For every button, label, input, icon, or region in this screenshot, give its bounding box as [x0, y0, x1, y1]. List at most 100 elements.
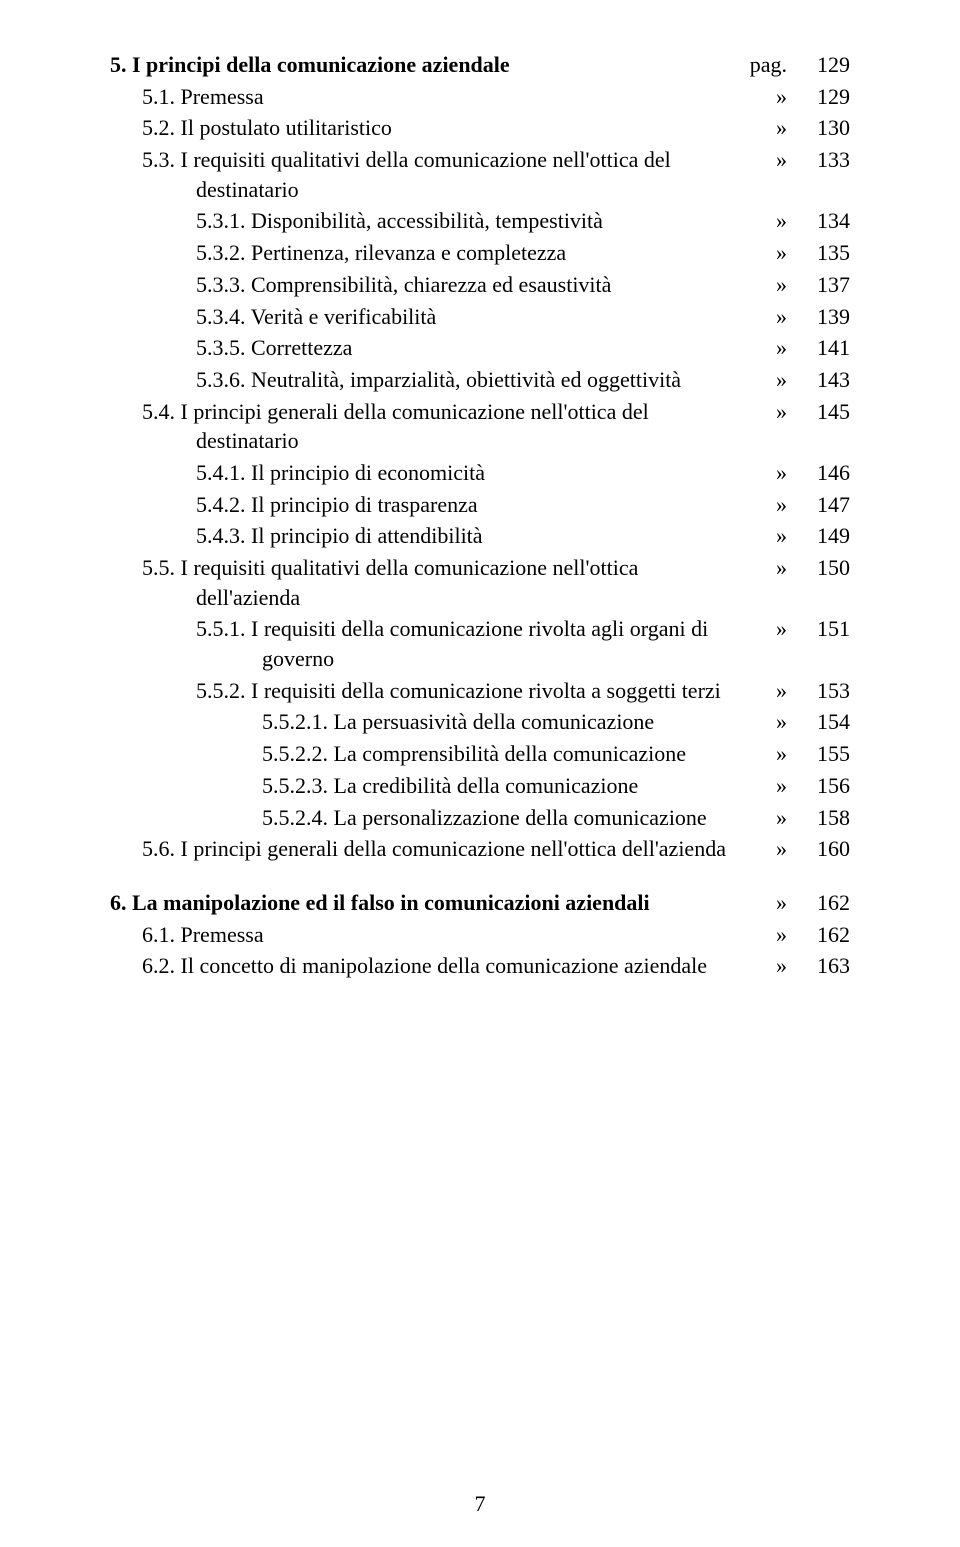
toc-label: 5.3.6. Neutralità, imparzialità, obietti… — [110, 365, 747, 395]
toc-line: 5.5. I requisiti qualitativi della comun… — [110, 553, 850, 612]
toc-label: 6.1. Premessa — [110, 920, 747, 950]
toc-line: 5.5.2.2. La comprensibilità della comuni… — [110, 739, 850, 769]
toc-line: 5.5.2.3. La credibilità della comunicazi… — [110, 771, 850, 801]
toc-separator: pag. — [747, 50, 795, 80]
toc-line: 5.3.1. Disponibilità, accessibilità, tem… — [110, 206, 850, 236]
toc-page-num: 135 — [795, 238, 850, 268]
toc-line: 5.5.2.4. La personalizzazione della comu… — [110, 803, 850, 833]
toc-page-num: 158 — [795, 803, 850, 833]
toc-page-num: 162 — [795, 888, 850, 918]
toc-page-num: 162 — [795, 920, 850, 950]
toc-separator: » — [747, 707, 795, 737]
toc-separator: » — [747, 397, 795, 427]
toc-line: 5.3.2. Pertinenza, rilevanza e completez… — [110, 238, 850, 268]
toc-line: 5.4.3. Il principio di attendibilità»149 — [110, 521, 850, 551]
toc-label: 5.1. Premessa — [110, 82, 747, 112]
toc-separator: » — [747, 803, 795, 833]
toc-line: 6.1. Premessa»162 — [110, 920, 850, 950]
toc-separator: » — [747, 676, 795, 706]
toc-separator: » — [747, 951, 795, 981]
toc-line: 6. La manipolazione ed il falso in comun… — [110, 888, 850, 918]
toc-line: 5.3.4. Verità e verificabilità»139 — [110, 302, 850, 332]
toc-line: 5.3.3. Comprensibilità, chiarezza ed esa… — [110, 270, 850, 300]
toc-label: 5.5.1. I requisiti della comunicazione r… — [110, 614, 747, 673]
toc-label: 5.3.4. Verità e verificabilità — [110, 302, 747, 332]
toc-page-num: 133 — [795, 145, 850, 175]
toc-separator: » — [747, 739, 795, 769]
toc-title: La manipolazione ed il falso in comunica… — [132, 890, 650, 915]
toc-page-num: 130 — [795, 113, 850, 143]
toc-page-num: 139 — [795, 302, 850, 332]
toc-line: 5.5.2. I requisiti della comunicazione r… — [110, 676, 850, 706]
toc-line: 5.5.1. I requisiti della comunicazione r… — [110, 614, 850, 673]
toc-separator: » — [747, 113, 795, 143]
toc-label: 5.4.2. Il principio di trasparenza — [110, 490, 747, 520]
toc-separator: » — [747, 270, 795, 300]
toc-line: 5.3.6. Neutralità, imparzialità, obietti… — [110, 365, 850, 395]
toc-label: 5.3.2. Pertinenza, rilevanza e completez… — [110, 238, 747, 268]
toc-page-num: 150 — [795, 553, 850, 583]
toc-label: 6.2. Il concetto di manipolazione della … — [110, 951, 747, 981]
toc-page-num: 147 — [795, 490, 850, 520]
toc-line: 5.4.1. Il principio di economicità»146 — [110, 458, 850, 488]
toc-title: I principi della comunicazione aziendale — [132, 52, 510, 77]
toc-page-num: 143 — [795, 365, 850, 395]
toc-separator: » — [747, 614, 795, 644]
toc-label: 5.5.2. I requisiti della comunicazione r… — [110, 676, 747, 706]
toc-label: 5.3.3. Comprensibilità, chiarezza ed esa… — [110, 270, 747, 300]
toc-page-num: 129 — [795, 82, 850, 112]
toc-label: 5.5. I requisiti qualitativi della comun… — [110, 553, 747, 612]
toc-label: 5. I principi della comunicazione aziend… — [110, 50, 747, 80]
toc-line: 5.3.5. Correttezza»141 — [110, 333, 850, 363]
toc-line: 5.2. Il postulato utilitaristico»130 — [110, 113, 850, 143]
table-of-contents: 5. I principi della comunicazione aziend… — [110, 50, 850, 981]
toc-label: 5.3.1. Disponibilità, accessibilità, tem… — [110, 206, 747, 236]
toc-label: 5.3. I requisiti qualitativi della comun… — [110, 145, 747, 204]
toc-separator: » — [747, 145, 795, 175]
toc-label: 5.4.1. Il principio di economicità — [110, 458, 747, 488]
toc-label: 5.5.2.3. La credibilità della comunicazi… — [110, 771, 747, 801]
toc-label: 5.6. I principi generali della comunicaz… — [110, 834, 747, 864]
spacer — [110, 866, 850, 888]
toc-line: 5.6. I principi generali della comunicaz… — [110, 834, 850, 864]
toc-separator: » — [747, 771, 795, 801]
toc-separator: » — [747, 238, 795, 268]
toc-separator: » — [747, 834, 795, 864]
toc-page-num: 151 — [795, 614, 850, 644]
toc-label: 5.4.3. Il principio di attendibilità — [110, 521, 747, 551]
toc-label: 5.5.2.1. La persuasività della comunicaz… — [110, 707, 747, 737]
toc-page-num: 155 — [795, 739, 850, 769]
toc-label: 5.5.2.4. La personalizzazione della comu… — [110, 803, 747, 833]
toc-page-num: 149 — [795, 521, 850, 551]
toc-page-num: 145 — [795, 397, 850, 427]
toc-line: 5.3. I requisiti qualitativi della comun… — [110, 145, 850, 204]
toc-separator: » — [747, 920, 795, 950]
toc-line: 5.5.2.1. La persuasività della comunicaz… — [110, 707, 850, 737]
toc-line: 6.2. Il concetto di manipolazione della … — [110, 951, 850, 981]
toc-separator: » — [747, 490, 795, 520]
toc-label: 5.2. Il postulato utilitaristico — [110, 113, 747, 143]
toc-page-num: 156 — [795, 771, 850, 801]
toc-page-num: 137 — [795, 270, 850, 300]
toc-number: 6. — [110, 890, 132, 915]
toc-separator: » — [747, 521, 795, 551]
page-number: 7 — [0, 1491, 960, 1517]
toc-page-num: 146 — [795, 458, 850, 488]
toc-separator: » — [747, 458, 795, 488]
toc-separator: » — [747, 553, 795, 583]
toc-page-num: 160 — [795, 834, 850, 864]
toc-line: 5.4. I principi generali della comunicaz… — [110, 397, 850, 456]
toc-separator: » — [747, 365, 795, 395]
toc-page-num: 163 — [795, 951, 850, 981]
toc-page-num: 134 — [795, 206, 850, 236]
toc-page-num: 154 — [795, 707, 850, 737]
toc-label: 5.5.2.2. La comprensibilità della comuni… — [110, 739, 747, 769]
toc-separator: » — [747, 333, 795, 363]
toc-line: 5. I principi della comunicazione aziend… — [110, 50, 850, 80]
toc-page-num: 141 — [795, 333, 850, 363]
toc-number: 5. — [110, 52, 132, 77]
toc-separator: » — [747, 82, 795, 112]
toc-separator: » — [747, 302, 795, 332]
toc-label: 5.4. I principi generali della comunicaz… — [110, 397, 747, 456]
toc-page-num: 153 — [795, 676, 850, 706]
